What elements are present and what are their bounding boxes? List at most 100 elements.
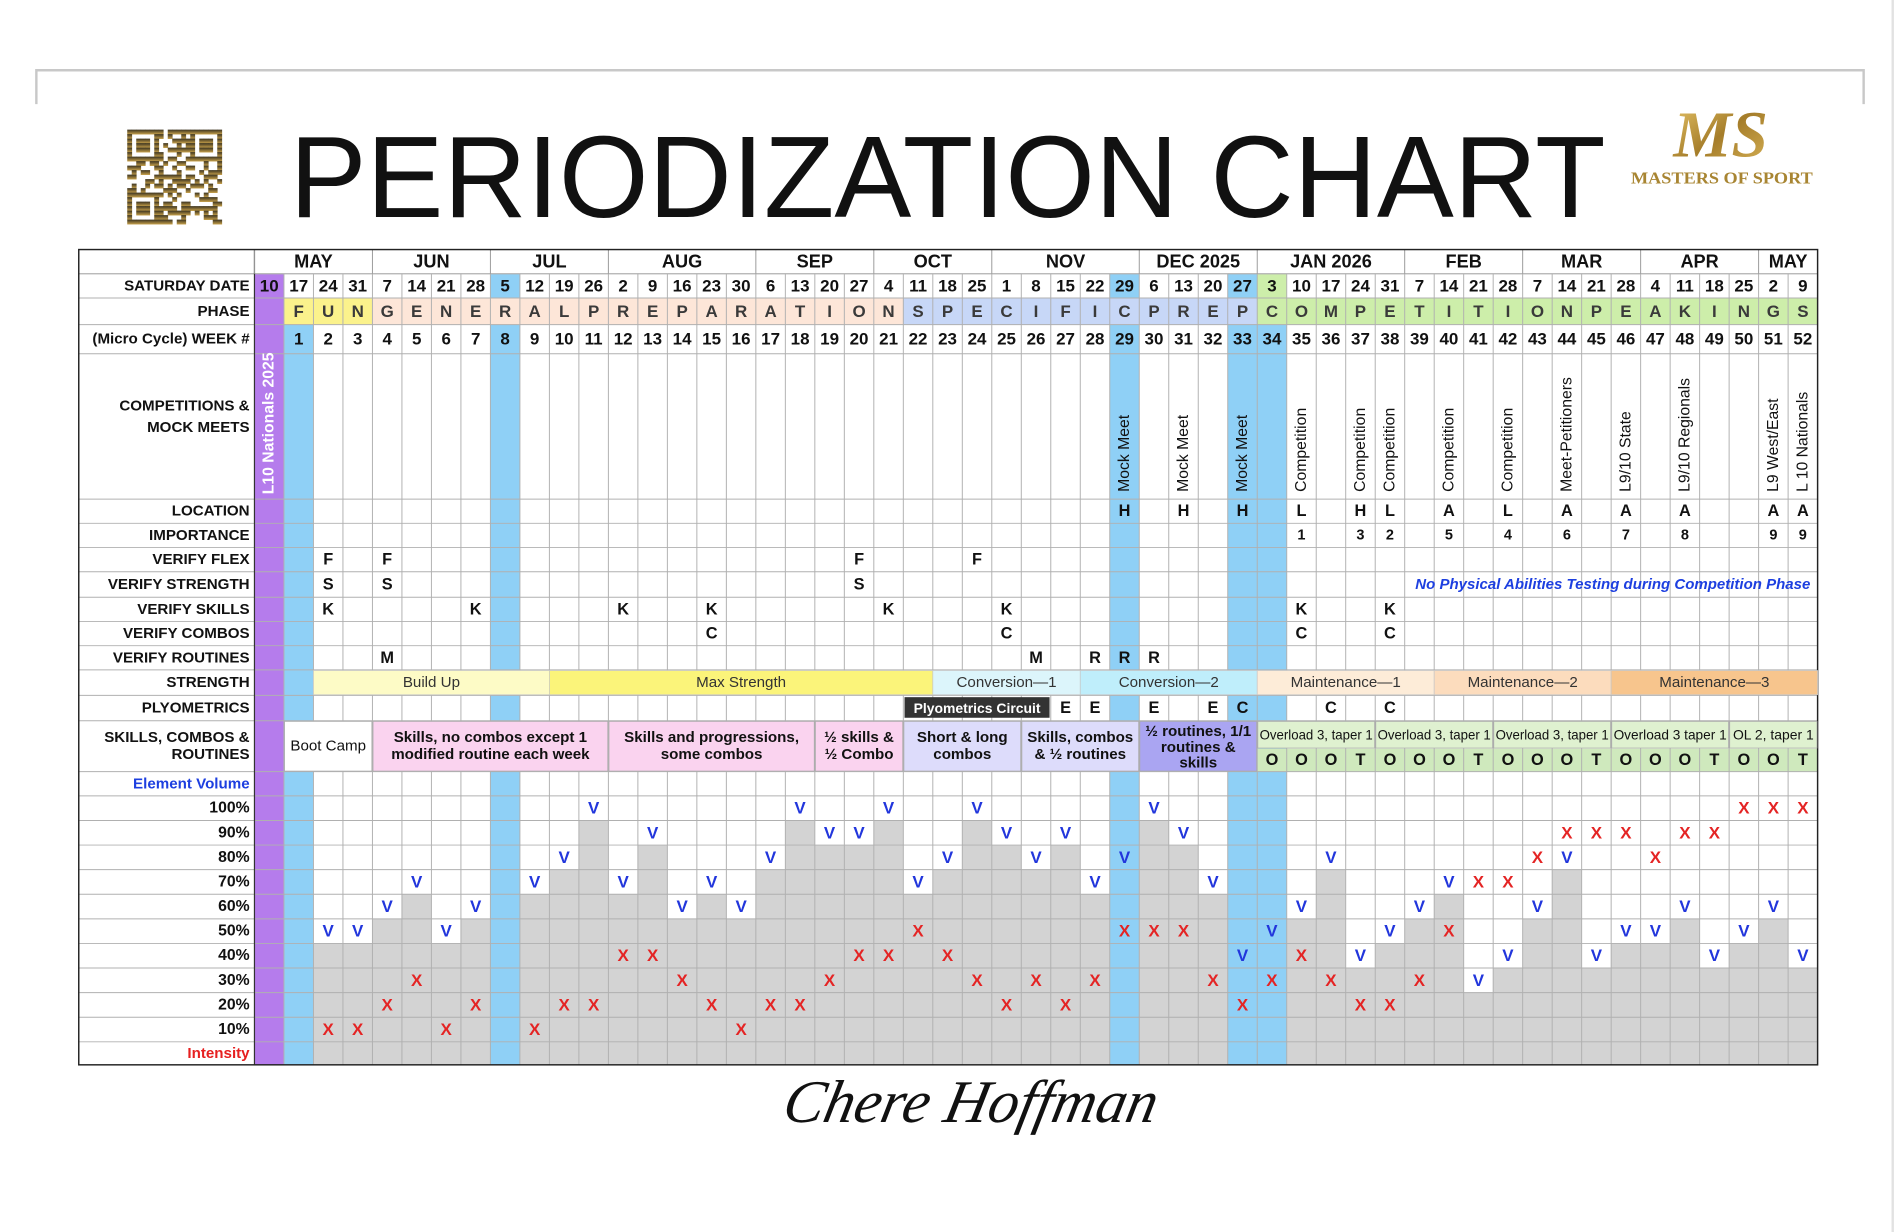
qr-module — [199, 197, 205, 202]
week-number: 23 — [938, 330, 957, 349]
qr-module — [154, 183, 160, 189]
volume-mark: V — [1561, 848, 1573, 867]
month: SEP — [797, 252, 833, 272]
scr-block — [372, 721, 609, 772]
location-cell: A — [1620, 502, 1632, 520]
qr-module — [140, 219, 146, 225]
qr-module — [145, 206, 151, 211]
importance-cell: 2 — [1386, 527, 1394, 543]
volume-area — [696, 894, 727, 1065]
phase-cell — [932, 298, 963, 325]
flex-cell: F — [323, 551, 333, 569]
qr-module — [131, 183, 137, 189]
volume-mark: V — [1089, 872, 1101, 891]
phase-letter: K — [1679, 302, 1692, 321]
phase-letter: E — [411, 302, 422, 321]
volume-mark: V — [971, 799, 983, 818]
qr-module — [163, 161, 169, 166]
ot-cell: O — [1502, 751, 1515, 769]
phase-letter: E — [1207, 302, 1218, 321]
logo-mark: MS — [1672, 100, 1768, 172]
phase-cell — [1434, 298, 1464, 325]
date: 25 — [968, 276, 987, 295]
qr-module — [203, 129, 209, 135]
phase-cell — [1050, 298, 1081, 325]
volume-level: 30% — [218, 972, 250, 989]
volume-mark: V — [1207, 872, 1219, 891]
qr-module — [190, 143, 196, 148]
intensity-mark: X — [1679, 823, 1691, 842]
location-cell: H — [1178, 502, 1190, 520]
volume-level: 60% — [218, 898, 250, 915]
strength_test-cell: S — [323, 576, 334, 594]
volume-mark: V — [1532, 897, 1544, 916]
phase-cell — [1168, 298, 1199, 325]
importance-cell: 1 — [1297, 527, 1305, 543]
intensity-mark: X — [1325, 971, 1337, 990]
qr-module — [158, 134, 164, 139]
date: 28 — [466, 276, 485, 295]
skills-cell: K — [322, 600, 334, 618]
phase-cell — [1758, 298, 1789, 325]
qr-module — [127, 215, 133, 220]
week-number: 43 — [1528, 330, 1547, 349]
phase-letter: R — [735, 302, 747, 321]
volume-mark: V — [1355, 946, 1367, 965]
intensity-mark: X — [1591, 823, 1603, 842]
volume-area — [1375, 943, 1405, 1065]
phase-cell — [1198, 298, 1228, 325]
intensity-mark: X — [1738, 799, 1750, 818]
date: 7 — [382, 276, 391, 295]
week-number: 28 — [1086, 330, 1105, 349]
qr-module — [145, 156, 151, 162]
date: 27 — [850, 276, 869, 295]
combos-cell: C — [1384, 625, 1396, 643]
scr-block — [1611, 721, 1729, 749]
row-label: Intensity — [187, 1045, 250, 1062]
volume-mark: V — [824, 823, 836, 842]
qr-module — [136, 201, 142, 207]
qr-module — [131, 219, 137, 225]
strength-label: Conversion—1 — [957, 674, 1057, 691]
intensity-mark: X — [1266, 971, 1278, 990]
month: MAY — [1769, 252, 1808, 272]
volume-area — [1345, 968, 1376, 1065]
volume-mark: V — [382, 897, 394, 916]
volume-area — [1522, 918, 1553, 1065]
volume-level: 10% — [218, 1021, 250, 1038]
qr-module — [154, 129, 160, 135]
qr-module — [172, 197, 178, 202]
scr-label: Overload 3 taper 1 — [1614, 727, 1727, 743]
date: 14 — [1440, 276, 1459, 295]
qr-module — [212, 219, 218, 225]
volume-mark: V — [1443, 872, 1455, 891]
volume-area — [1552, 869, 1582, 1065]
qr-module — [140, 201, 146, 207]
skills-cell: K — [470, 600, 482, 618]
date: 11 — [1676, 276, 1694, 295]
phase-cell — [814, 298, 845, 325]
qr-module — [158, 152, 164, 157]
qr-module — [190, 138, 196, 144]
month: MAR — [1561, 252, 1602, 272]
qr-module — [158, 192, 164, 198]
qr-module — [185, 143, 191, 148]
volume-area — [1758, 918, 1789, 1065]
qr-module — [190, 152, 196, 157]
intensity-mark: X — [1119, 922, 1131, 941]
scr-label: Overload 3, taper 1 — [1260, 727, 1373, 743]
qr-module — [149, 129, 155, 135]
week-number: 21 — [879, 330, 898, 349]
qr-module — [172, 179, 178, 184]
qr-module — [176, 174, 182, 180]
qr-module — [127, 129, 133, 135]
intensity-mark: X — [853, 946, 865, 965]
intensity-mark: X — [382, 995, 394, 1014]
phase-letter: P — [588, 302, 599, 321]
phase-letter: C — [1266, 302, 1278, 321]
phase-letter: I — [1447, 302, 1452, 321]
location-cell: A — [1561, 502, 1573, 520]
qr-module — [145, 170, 151, 175]
qr-module — [185, 165, 191, 171]
